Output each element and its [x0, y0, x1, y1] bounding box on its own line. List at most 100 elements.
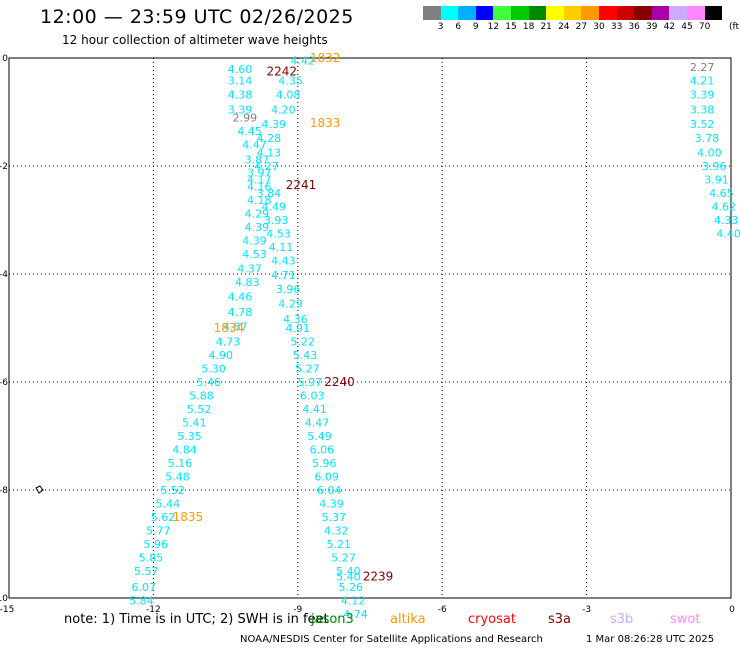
- legend-swatch: [651, 6, 670, 20]
- wave-height-label: 4.90: [209, 349, 234, 362]
- legend-swatch: [669, 6, 687, 20]
- wave-height-label: 5.27: [295, 363, 320, 376]
- wave-height-label: 4.39: [319, 498, 344, 511]
- credit-line: NOAA/NESDIS Center for Satellite Applica…: [240, 634, 543, 645]
- legend-swatch: [423, 6, 441, 20]
- legend-label: 3: [437, 22, 444, 32]
- pass-time-label: 1835: [173, 510, 204, 524]
- pass-time-label: 2241: [286, 178, 317, 192]
- pass-time-label: 2240: [324, 375, 355, 389]
- wave-height-label: 4.60: [228, 63, 253, 76]
- wave-height-label: 3.96: [276, 283, 301, 296]
- wave-height-label: 5.52: [160, 484, 185, 497]
- wave-height-label: 4.47: [305, 417, 330, 430]
- wave-height-label: 4.53: [266, 228, 291, 241]
- x-tick-label: -15: [0, 605, 14, 615]
- pass-time-label: 2242: [267, 65, 298, 79]
- wave-height-label: 4.37: [237, 263, 262, 276]
- satellite-altika-label: altika: [390, 612, 426, 627]
- legend-label: 39: [646, 22, 658, 32]
- wave-height-label: 3.91: [704, 174, 729, 187]
- wave-height-label: 3.97: [247, 166, 272, 179]
- x-tick-label: -12: [146, 605, 161, 615]
- legend-swatch: [598, 6, 617, 20]
- wave-height-label: 6.04: [317, 484, 342, 497]
- legend-swatch: [616, 6, 635, 20]
- satellite-cryosat-label: cryosat: [468, 612, 516, 627]
- wave-height-label: 5.30: [201, 363, 226, 376]
- wave-height-label: 5.48: [165, 471, 190, 484]
- wave-height-label: 4.49: [261, 201, 286, 214]
- legend-swatch: [686, 6, 705, 20]
- wave-height-label: 5.85: [139, 552, 164, 565]
- wave-height-label: 4.35: [278, 75, 303, 88]
- wave-height-label: 5.27: [331, 552, 356, 565]
- legend-label: 33: [610, 22, 623, 32]
- wave-height-label: 5.21: [326, 538, 351, 551]
- wave-height-label: 5.96: [312, 457, 337, 470]
- wave-height-label: 5.37: [322, 511, 347, 524]
- legend-label: 42: [663, 22, 676, 32]
- wave-height-label: 5.41: [182, 417, 207, 430]
- wave-height-label: 4.71: [271, 269, 296, 282]
- wave-height-label: 6.06: [310, 444, 335, 457]
- legend-label: 27: [575, 22, 588, 32]
- wave-height-label-low: 2.27: [690, 61, 715, 74]
- wave-height-label: 5.49: [307, 430, 332, 443]
- wave-height-label: 4.83: [235, 276, 260, 289]
- wave-height-label: 4.39: [242, 235, 267, 248]
- wave-height-label: 4.87: [223, 320, 248, 333]
- legend-swatches: [423, 6, 723, 20]
- legend-swatch: [510, 6, 529, 20]
- satellite-jason3-label: jason3: [311, 612, 354, 627]
- wave-height-label: 5.62: [151, 511, 176, 524]
- pass-time-label: 2239: [363, 569, 394, 583]
- wave-height-label: 4.21: [690, 75, 715, 88]
- legend-label: 70: [698, 22, 711, 32]
- legend-label: 15: [505, 22, 517, 32]
- wave-height-label: 5.88: [189, 390, 214, 403]
- pass-time-label: 1832: [310, 51, 341, 65]
- y-tick-label: -4: [0, 270, 8, 280]
- map-frame: [8, 57, 732, 599]
- wave-height-label: 3.52: [690, 118, 715, 131]
- wave-height-label: 4.11: [269, 241, 294, 254]
- y-tick-label: -10: [0, 594, 8, 604]
- y-tick-label: -6: [0, 378, 8, 388]
- wave-height-label: 5.40: [336, 570, 361, 583]
- wave-height-label: 3.39: [228, 103, 253, 116]
- legend-label: 12: [487, 22, 500, 32]
- wave-height-label: 6.03: [300, 390, 325, 403]
- wave-height-label: 5.46: [197, 376, 222, 389]
- wave-height-label: 5.96: [144, 538, 169, 551]
- wave-height-label: 5.97: [298, 376, 323, 389]
- wave-height-label: 4.53: [242, 248, 267, 261]
- wave-height-label: 6.07: [132, 581, 157, 594]
- wave-height-label: 4.32: [324, 525, 349, 538]
- wave-height-label: 4.91: [286, 322, 311, 335]
- wave-height-label: 4.42: [290, 55, 315, 68]
- wave-height-label: 4.65: [709, 187, 734, 200]
- legend-label: 45: [681, 22, 693, 32]
- wave-height-label: 5.44: [156, 498, 181, 511]
- wave-height-label: 5.40: [336, 565, 361, 578]
- wave-height-label: 3.93: [264, 214, 289, 227]
- coastline-fragment: [35, 485, 44, 494]
- legend-unit: (ft): [729, 22, 740, 32]
- satellite-swot-label: swot: [670, 612, 701, 627]
- wave-height-label: 5.57: [134, 565, 159, 578]
- satellite-s3b-label: s3b: [610, 612, 634, 627]
- wave-height-label: 5.22: [290, 336, 315, 349]
- x-tick-label: -6: [438, 605, 447, 615]
- wave-height-label: 4.08: [276, 89, 301, 102]
- wave-height-label: 4.33: [714, 214, 739, 227]
- y-tick-label: -8: [0, 486, 8, 496]
- wave-height-label: 4.78: [228, 306, 253, 319]
- pass-time-label: 1833: [310, 116, 341, 130]
- legend-label: 24: [558, 22, 570, 32]
- wave-height-label: 4.13: [257, 147, 282, 160]
- legend-swatch: [581, 6, 599, 20]
- wave-height-label: 4.38: [228, 89, 253, 102]
